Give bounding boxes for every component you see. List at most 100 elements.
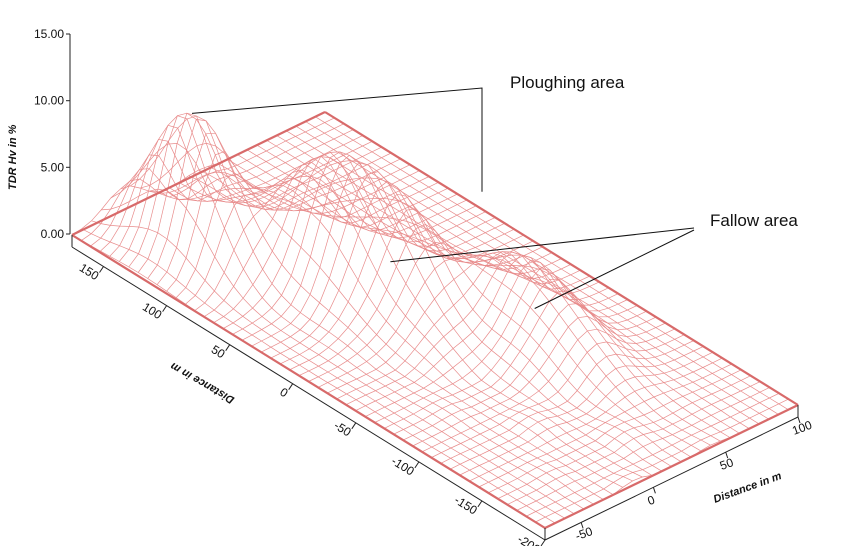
mesh-line-y-40 (450, 346, 704, 470)
mesh-line-y-48 (525, 392, 780, 517)
x-tick-label-0: -50 (573, 524, 594, 543)
y-tick-mark-1 (162, 305, 168, 312)
x-tick-mark-0 (580, 522, 584, 529)
mesh-line-y-45 (497, 375, 751, 500)
x-tick-mark-1 (652, 487, 656, 494)
mesh-line-y-22 (279, 193, 534, 365)
mesh-line-y-35 (402, 303, 657, 441)
mesh-line-y-16 (223, 151, 477, 329)
mesh-line-y-44 (488, 369, 742, 494)
x-tick-mark-3 (797, 416, 801, 424)
frame-right-edge (324, 111, 799, 406)
mesh-line-x-20 (266, 139, 740, 434)
mesh-line-y-17 (232, 151, 486, 335)
mesh-line-y-25 (308, 241, 562, 382)
mesh-line-y-27 (327, 252, 581, 394)
mesh-line-y-42 (469, 357, 723, 482)
mesh-line-y-26 (317, 254, 572, 388)
mesh-line-x-3 (101, 188, 575, 515)
mesh-line-y-34 (393, 290, 647, 435)
frame-front-edge (544, 404, 799, 529)
mesh-line-x-17 (237, 154, 711, 446)
mesh-line-y-23 (289, 208, 543, 371)
mesh-line-y-37 (421, 328, 676, 453)
z-axis-title: TDR Hv in % (7, 124, 19, 190)
y-tick-label-7: -200 (515, 532, 543, 546)
mesh-line-y-10 (166, 150, 420, 292)
mesh-line-y-43 (478, 363, 732, 488)
mesh-line-x-2 (91, 220, 565, 519)
y-tick-mark-3 (288, 383, 294, 390)
x-tick-label-2: 50 (718, 455, 736, 473)
mesh-line-y-3 (100, 129, 354, 252)
mesh-line-y-21 (270, 180, 524, 359)
x-axis-title: Distance in m (712, 470, 784, 506)
x-tick-label-3: 100 (790, 418, 814, 438)
mesh-line-y-7 (137, 112, 392, 273)
z-tick-label-0: 0.00 (41, 227, 65, 241)
mesh-line-y-1 (81, 117, 335, 241)
y-tick-label-4: -50 (332, 418, 354, 439)
y-tick-label-3: 0 (277, 385, 290, 401)
surface-mesh (71, 111, 799, 529)
x-tick-mark-2 (725, 451, 729, 459)
annotation-leader-lines (191, 87, 695, 309)
leader-ploughing (191, 87, 483, 192)
mesh-line-y-29 (346, 251, 600, 405)
mesh-line-y-15 (213, 155, 468, 323)
z-tick-label-2: 10.00 (34, 94, 64, 108)
y-tick-mark-7 (540, 539, 546, 546)
mesh-line-y-12 (185, 177, 439, 305)
mesh-line-y-36 (412, 316, 666, 447)
x-tick-label-1: 0 (646, 493, 657, 509)
frame-left-edge (71, 234, 546, 529)
leader-fallow-1 (390, 227, 695, 263)
z-tick-label-1: 5.00 (41, 160, 65, 174)
mesh-line-y-28 (336, 251, 591, 400)
y-tick-mark-5 (414, 461, 420, 469)
mesh-line-y-2 (90, 123, 345, 247)
y-tick-mark-2 (225, 344, 231, 351)
base-frame (71, 111, 799, 541)
mesh-line-y-24 (298, 224, 553, 376)
mesh-line-y-9 (156, 132, 411, 285)
y-tick-label-2: 50 (209, 342, 228, 361)
z-tick-label-3: 15.00 (34, 27, 64, 41)
mesh-line-y-13 (194, 169, 449, 311)
annotation-ploughing-area: Ploughing area (510, 73, 625, 92)
mesh-line-y-32 (374, 268, 628, 423)
y-tick-mark-0 (99, 266, 104, 273)
slab-front-lower (544, 416, 799, 541)
frame-back-edge (71, 111, 326, 236)
mesh-line-x-16 (227, 159, 701, 452)
mesh-line-y-47 (516, 387, 770, 511)
mesh-line-y-30 (355, 254, 609, 411)
y-tick-label-0: 150 (77, 261, 102, 284)
mesh-line-y-33 (384, 278, 638, 429)
mesh-line-y-5 (119, 124, 373, 262)
y-tick-mark-4 (351, 422, 357, 430)
x-axis-ticks: -50 0 50 100 (573, 416, 814, 543)
mesh-line-y-19 (251, 162, 505, 347)
mesh-line-y-18 (242, 154, 496, 341)
mesh-line-y-8 (147, 118, 401, 279)
y-axis-title: Distance in m (168, 360, 236, 406)
mesh-line-y-38 (431, 334, 685, 458)
z-axis-ticks: 0.00 5.00 10.00 15.00 (34, 27, 70, 241)
y-tick-label-1: 100 (140, 300, 165, 323)
annotation-fallow-area: Fallow area (710, 211, 798, 230)
mesh-line-y-49 (535, 398, 789, 523)
y-tick-mark-6 (477, 500, 483, 508)
mesh-line-y-46 (507, 381, 761, 505)
leader-fallow-2 (534, 229, 695, 309)
mesh-line-y-41 (459, 351, 714, 476)
mesh-line-x-6 (130, 115, 604, 500)
mesh-line-x-12 (188, 160, 662, 472)
mesh-line-y-4 (109, 135, 363, 257)
slab-left-lower (71, 246, 546, 541)
mesh-line-y-39 (440, 340, 695, 464)
mesh-line-y-6 (128, 115, 382, 268)
mesh-line-x-23 (295, 125, 769, 420)
